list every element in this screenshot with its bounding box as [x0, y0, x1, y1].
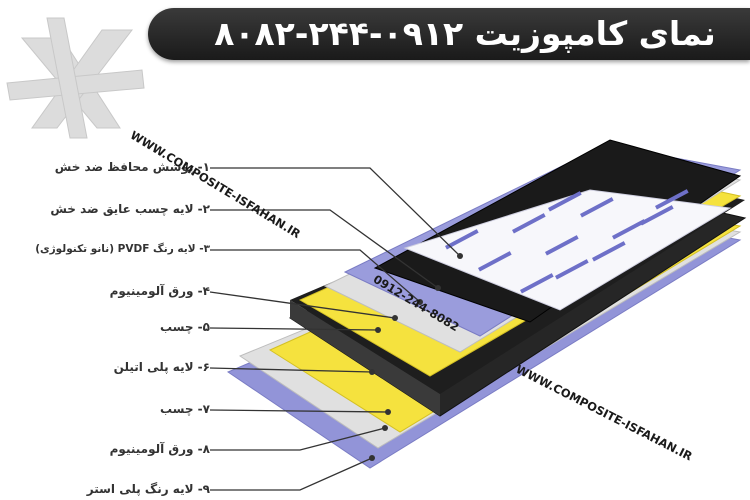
leader-line-6 — [209, 367, 373, 373]
layer-label-3: ۳- لایه رنگ PVDF (نانو تکنولوژی) — [35, 243, 210, 255]
title-banner — [148, 8, 750, 60]
layer-label-8: ۸- ورق آلومینیوم — [109, 442, 210, 456]
logo-icon — [6, 17, 145, 139]
leader-line-1 — [210, 167, 461, 257]
layer-label-4: ۴- ورق آلومینیوم — [109, 284, 210, 298]
leader-line-3 — [210, 249, 421, 303]
leader-line-4 — [209, 291, 396, 319]
layer-label-2: ۲- لایه چسب عایق ضد خش — [50, 202, 210, 216]
leader-line-8 — [210, 427, 386, 451]
leader-line-9 — [210, 457, 373, 491]
leader-line-5 — [209, 327, 379, 331]
layer-label-1: ۱- پوشش محافظ ضد خش — [54, 160, 210, 174]
layer-label-6: ۶- لایه پلی اتیلن — [113, 360, 210, 374]
film-print-marks — [445, 189, 689, 294]
leader-line-7 — [209, 409, 389, 413]
layer-label-7: ۷- چسب — [159, 402, 210, 416]
banner-title: نمای کامپوزیت ۰۹۱۲-۲۴۴-۸۰۸۲ — [214, 14, 716, 53]
leader-line-2 — [210, 209, 439, 289]
layer-label-5: ۵- چسب — [159, 320, 210, 334]
layer-label-9: ۹- لایه رنگ پلی استر — [86, 482, 210, 496]
